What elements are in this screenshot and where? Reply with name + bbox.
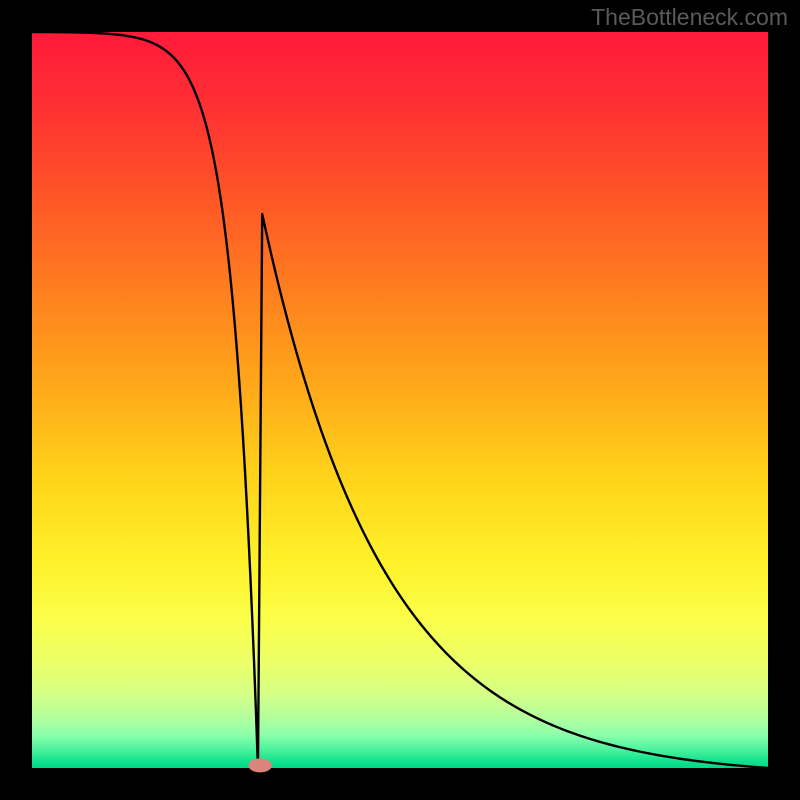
plot-area bbox=[32, 32, 768, 768]
watermark-text: TheBottleneck.com bbox=[591, 4, 788, 31]
chart-container: TheBottleneck.com bbox=[0, 0, 800, 800]
min-marker bbox=[248, 758, 272, 772]
chart-svg bbox=[0, 0, 800, 800]
